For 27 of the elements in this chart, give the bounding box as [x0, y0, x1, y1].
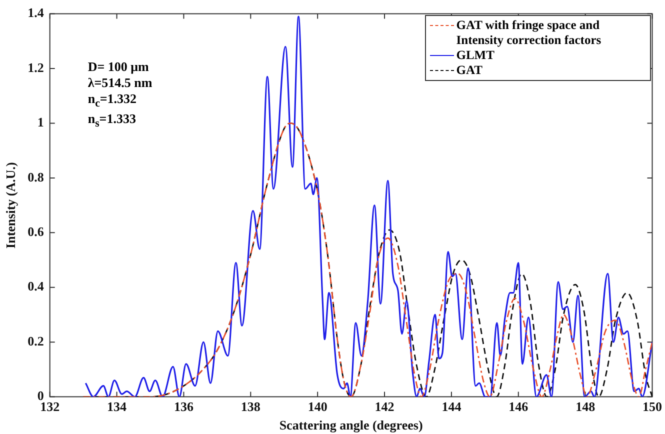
x-tick-label: 140: [308, 398, 328, 414]
legend-label: GAT with fringe space and Intensity correction factors: [456, 18, 602, 48]
legend-label: GLMT: [456, 48, 494, 63]
y-tick-label: 1: [37, 114, 44, 130]
x-tick-label: 150: [642, 398, 662, 414]
x-tick-label: 138: [240, 398, 261, 414]
x-tick-label: 144: [442, 398, 462, 414]
y-tick-label: 1.2: [28, 60, 44, 75]
line-series: [82, 122, 652, 397]
y-axis-title: Intensity (A.U.): [3, 162, 18, 248]
y-tick-label: 1.4: [28, 5, 44, 20]
y-tick-label: 0.6: [28, 224, 44, 240]
annotation: n$_{s}$=1.333: [88, 111, 137, 132]
y-tick-label: 0.2: [28, 333, 44, 348]
x-tick-label: 148: [576, 398, 596, 414]
annotation: D= 100 μm: [88, 58, 150, 75]
x-tick-label: 134: [107, 398, 128, 414]
y-tick-label: 0.8: [28, 169, 44, 184]
annotation: λ=514.5 nm: [88, 74, 152, 91]
annotation: n$_{c}$=1.332: [88, 90, 138, 112]
line-series: [84, 16, 652, 397]
x-tick-label: 136: [174, 398, 194, 414]
x-tick-label: 146: [508, 398, 529, 414]
x-axis-title: Scattering angle (degrees): [279, 418, 423, 433]
y-tick-label: 0.4: [28, 278, 44, 294]
x-tick-label: 142: [374, 398, 394, 414]
legend-label: GAT: [456, 62, 482, 78]
